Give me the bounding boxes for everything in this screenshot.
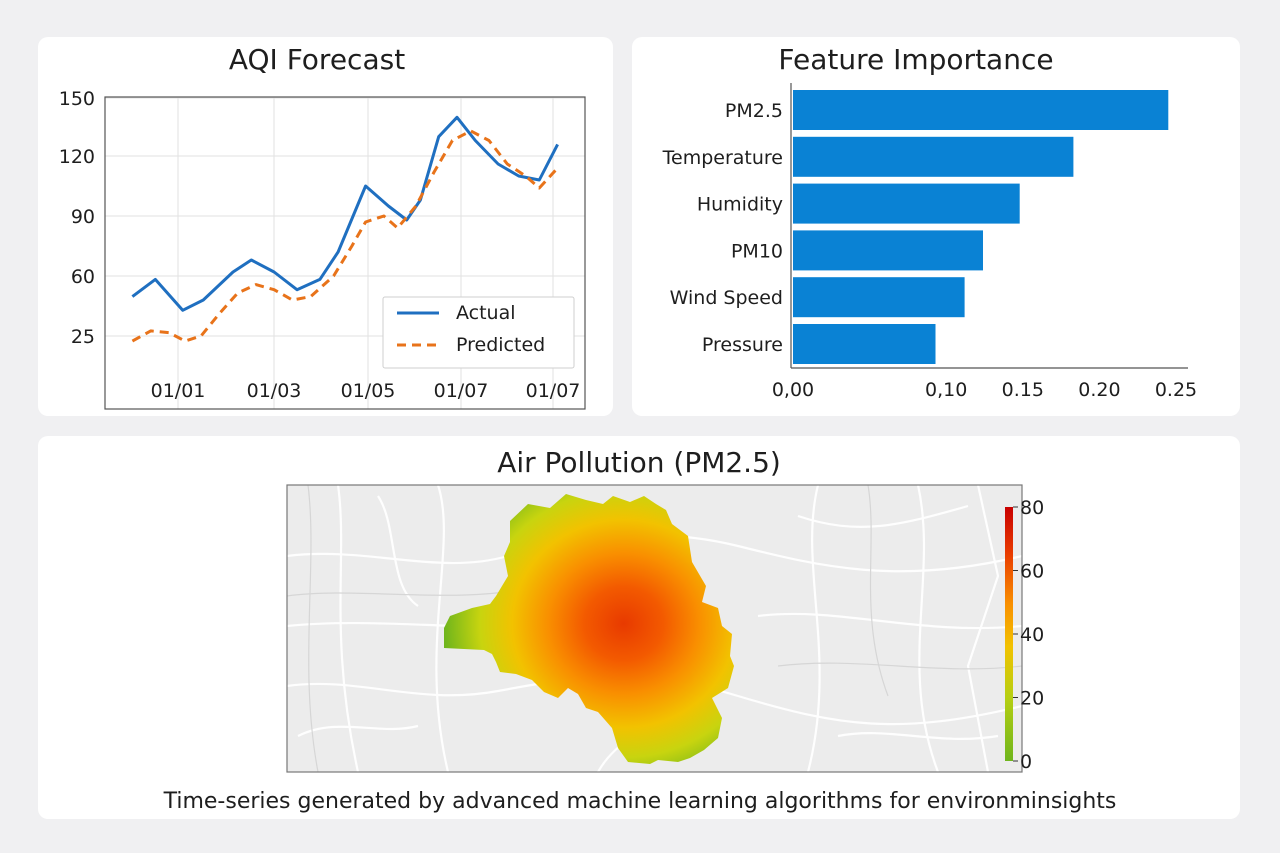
feature-label: Humidity bbox=[697, 194, 783, 216]
aqi-y-tick-label: 150 bbox=[59, 88, 95, 110]
aqi-x-tick-label: 01/03 bbox=[247, 380, 302, 402]
aqi-y-tick-label: 25 bbox=[71, 326, 95, 348]
air-pollution-title: Air Pollution (PM2.5) bbox=[497, 446, 781, 479]
map-frame bbox=[286, 484, 1023, 773]
feature-label: Temperature bbox=[662, 147, 783, 169]
feature-importance-chart: Feature Importance PM2.5 Temperature Humid… bbox=[662, 43, 1198, 401]
feature-label: PM10 bbox=[731, 240, 783, 262]
aqi-y-tick-label: 120 bbox=[59, 146, 95, 168]
air-pollution-card: Air Pollution (PM2.5) bbox=[38, 436, 1240, 819]
feature-importance-card: Feature Importance PM2.5 Temperature Humid… bbox=[632, 37, 1240, 416]
aqi-x-tick-label: 01/01 bbox=[151, 380, 206, 402]
aqi-plot-frame bbox=[104, 96, 586, 410]
fi-x-tick-label: 0,10 bbox=[925, 379, 967, 401]
aqi-x-tick-label: 01/05 bbox=[341, 380, 396, 402]
aqi-forecast-card: AQI Forecast 01/01 01/03 01/05 01/07 01/07 25… bbox=[38, 37, 613, 416]
feature-bar bbox=[793, 230, 983, 271]
feature-bar bbox=[793, 277, 965, 318]
fi-x-tick-label: 0.25 bbox=[1155, 379, 1197, 401]
feature-label: PM2.5 bbox=[725, 100, 783, 122]
aqi-y-tick-label: 90 bbox=[71, 206, 95, 228]
predicted-series-line bbox=[131, 129, 559, 343]
aqi-forecast-chart: AQI Forecast 01/01 01/03 01/05 01/07 01/07 25… bbox=[59, 43, 586, 410]
fi-x-tick-label: 0,00 bbox=[772, 379, 814, 401]
footer-caption: Time-series generated by advanced machin… bbox=[163, 789, 1117, 814]
legend-predicted-label: Predicted bbox=[456, 334, 545, 356]
actual-series-line bbox=[131, 115, 559, 312]
feature-bar bbox=[793, 136, 1074, 177]
aqi-legend: Actual Predicted bbox=[382, 296, 575, 369]
colorbar-tick-label: 80 bbox=[1020, 497, 1044, 519]
fi-x-tick-label: 0.15 bbox=[1002, 379, 1044, 401]
aqi-chart-title: AQI Forecast bbox=[229, 43, 405, 76]
aqi-y-tick-label: 60 bbox=[71, 266, 95, 288]
aqi-x-tick-label: 01/07 bbox=[434, 380, 489, 402]
legend-actual-label: Actual bbox=[456, 302, 516, 324]
colorbar-tick-label: 20 bbox=[1020, 688, 1044, 710]
feature-label: Wind Speed bbox=[670, 287, 783, 309]
air-pollution-map-chart: Air Pollution (PM2.5) bbox=[286, 446, 1044, 773]
feature-bar bbox=[793, 324, 936, 364]
feature-bar bbox=[793, 183, 1020, 224]
colorbar-tick-label: 60 bbox=[1020, 561, 1044, 583]
colorbar: 0 20 40 60 80 bbox=[1005, 497, 1044, 773]
feature-bar bbox=[793, 90, 1169, 130]
feature-label: Pressure bbox=[702, 334, 783, 356]
colorbar-tick-label: 40 bbox=[1020, 624, 1044, 646]
fi-x-tick-label: 0.20 bbox=[1078, 379, 1120, 401]
pm25-heat-region bbox=[444, 494, 734, 764]
colorbar-gradient bbox=[1005, 507, 1013, 761]
colorbar-tick-label: 0 bbox=[1020, 751, 1032, 773]
aqi-x-tick-label: 01/07 bbox=[526, 380, 581, 402]
feature-importance-title: Feature Importance bbox=[778, 43, 1053, 76]
